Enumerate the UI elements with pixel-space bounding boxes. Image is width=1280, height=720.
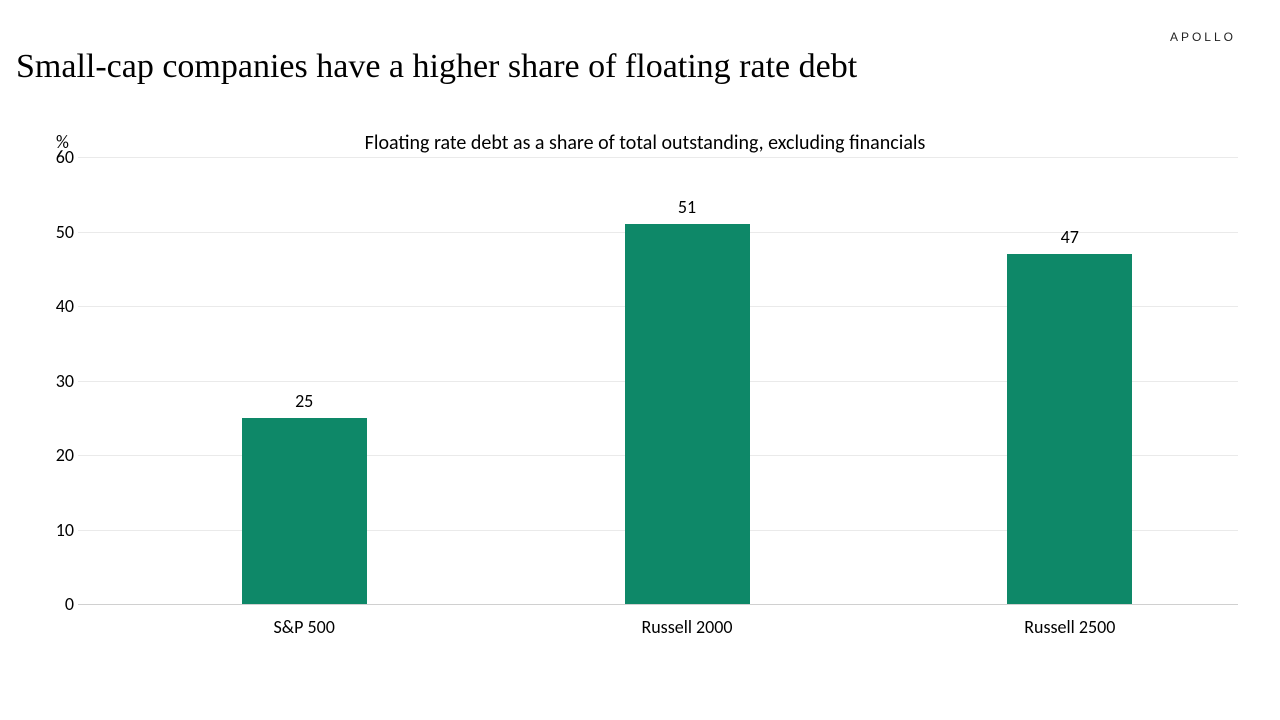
y-tick-label: 60 (50, 146, 74, 168)
y-tick-label: 10 (50, 519, 74, 541)
bar-group: 51Russell 2000 (625, 196, 750, 604)
y-tick-label: 20 (50, 444, 74, 466)
bar-value-label: 47 (1061, 226, 1079, 248)
grid-line (78, 157, 1238, 158)
bar-value-label: 51 (678, 196, 696, 218)
bar (1007, 254, 1132, 604)
chart: % Floating rate debt as a share of total… (50, 125, 1240, 655)
category-label: Russell 2500 (1024, 616, 1115, 638)
category-label: S&P 500 (274, 616, 335, 638)
plot-area: 010203040506025S&P 50051Russell 200047Ru… (78, 157, 1238, 605)
bar-group: 25S&P 500 (242, 390, 367, 604)
bar-group: 47Russell 2500 (1007, 226, 1132, 604)
y-tick-label: 30 (50, 370, 74, 392)
bar (242, 418, 367, 604)
bar-value-label: 25 (295, 390, 313, 412)
slide: APOLLO Small-cap companies have a higher… (0, 0, 1280, 720)
y-tick-label: 40 (50, 295, 74, 317)
bar (625, 224, 750, 604)
y-tick-label: 50 (50, 221, 74, 243)
y-tick-label: 0 (50, 593, 74, 615)
category-label: Russell 2000 (641, 616, 732, 638)
brand-logo: APOLLO (1170, 30, 1236, 44)
page-title: Small-cap companies have a higher share … (16, 48, 857, 86)
chart-subtitle: Floating rate debt as a share of total o… (50, 131, 1240, 155)
